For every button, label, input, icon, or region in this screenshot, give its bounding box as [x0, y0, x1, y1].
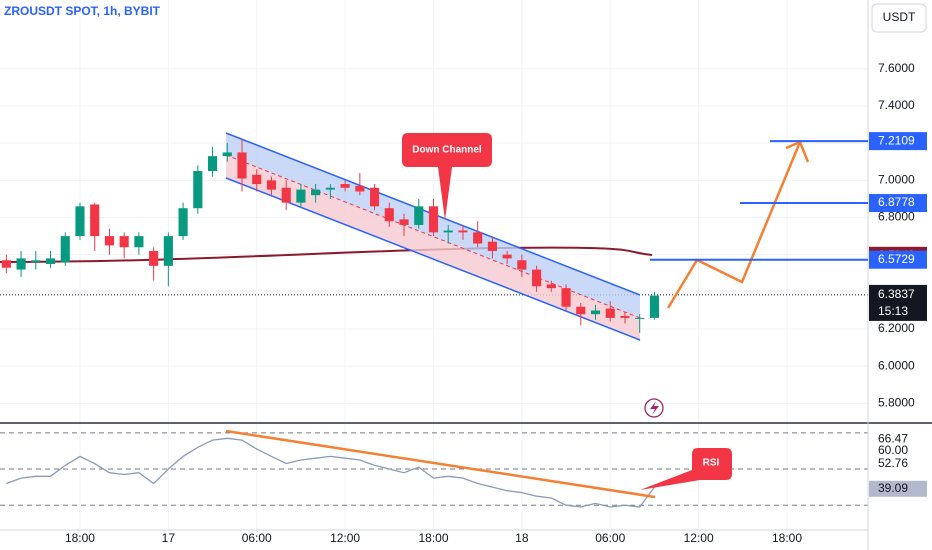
rsi-line: [6, 437, 655, 508]
rsi-label: 52.76: [878, 456, 908, 470]
candle-body: [590, 310, 601, 315]
candle-body: [605, 308, 615, 318]
annotation: Down Channel: [412, 145, 482, 156]
candle-body: [31, 260, 41, 263]
y-tick-label: 7.6000: [878, 61, 915, 75]
candle-body: [635, 317, 645, 319]
candle-body: [178, 208, 188, 237]
candle-body: [414, 206, 424, 225]
candle-body: [281, 187, 291, 203]
candle-body: [119, 236, 129, 248]
candle-body: [649, 295, 659, 318]
level-tag: [869, 132, 927, 151]
candles: [1, 139, 659, 508]
candle-body: [517, 260, 527, 270]
projection: [666, 141, 802, 309]
candle-body: [311, 189, 321, 196]
rsi-tag: [869, 456, 927, 473]
candle-body: [193, 171, 203, 209]
candle-body: [576, 306, 586, 315]
candle-body: [16, 258, 26, 270]
candle-body: [355, 185, 365, 192]
callout-rsi: [640, 448, 732, 490]
candle-body: [75, 206, 85, 237]
candle-body: [134, 236, 144, 248]
y-tick-label: 7.4000: [878, 98, 915, 112]
x-tick-label: 06:00: [595, 531, 625, 545]
rsi-tag: [869, 480, 927, 497]
candle-body: [458, 230, 468, 233]
rsi-label: 39.09: [878, 481, 908, 495]
rsi-trendline: [225, 429, 656, 499]
x-tick-label: 18: [515, 531, 529, 545]
candle-body: [399, 219, 409, 225]
annotation: RSI: [703, 458, 720, 469]
x-tick-label: 12:00: [684, 531, 714, 545]
level-label: 6.8778: [878, 195, 915, 209]
level-tag: [869, 194, 927, 213]
last-price-label: 6.3837: [878, 287, 915, 301]
currency-button[interactable]: [871, 3, 927, 33]
countdown: 15:13: [878, 304, 908, 318]
candle-body: [487, 241, 497, 251]
level-tag: [869, 250, 927, 269]
candle-body: [45, 258, 56, 264]
candle-body: [620, 316, 630, 318]
channel-bottom: [225, 177, 641, 341]
candle-body: [340, 184, 350, 188]
candle-body: [149, 250, 159, 266]
y-tick-label: 6.0000: [878, 358, 915, 372]
candle-body: [90, 204, 100, 237]
candle-body: [532, 269, 542, 287]
candle-body: [163, 236, 173, 266]
last-price-tag: [869, 284, 927, 321]
candle-body: [207, 156, 218, 172]
candle-body: [502, 254, 512, 259]
candle-body: [546, 284, 556, 289]
y-tick-label: 5.8000: [878, 396, 915, 410]
candle-body: [473, 232, 483, 244]
x-tick-label: 12:00: [330, 531, 360, 545]
event-icon-bolt: [650, 401, 659, 415]
chart-title: ZROUSDT SPOT, 1h, BYBIT: [4, 4, 161, 18]
y-tick-label: 6.2000: [878, 321, 915, 335]
candle-body: [237, 152, 247, 179]
candle-body: [252, 174, 262, 185]
rsi-label: 60.00: [878, 443, 908, 457]
channel-lower-fill: [226, 155, 640, 340]
overlay: 5.80006.00006.20006.40006.60006.80007.00…: [65, 61, 927, 545]
candle-body: [1, 260, 11, 268]
x-tick-label: 18:00: [418, 531, 448, 545]
candle-body: [443, 230, 453, 233]
candle-body: [104, 236, 115, 246]
y-tick-label: 6.8000: [878, 210, 915, 224]
rsi-label: 66.47: [878, 431, 908, 445]
candle-body: [325, 187, 335, 190]
callout-down-channel: [402, 133, 492, 220]
y-tick-label: 7.0000: [878, 172, 915, 186]
candle-body: [296, 189, 306, 203]
candle-body: [561, 288, 571, 307]
candle-body: [222, 152, 232, 157]
candle-body: [266, 180, 277, 190]
level-label: 6.5729: [878, 252, 915, 266]
x-tick-label: 17: [162, 531, 176, 545]
currency[interactable]: USDT: [883, 10, 916, 24]
candle-body: [370, 187, 380, 207]
candle-body: [428, 206, 439, 233]
rsi-tag: [869, 442, 927, 459]
x-tick-label: 06:00: [242, 531, 272, 545]
x-tick-label: 18:00: [772, 531, 802, 545]
candle-body: [384, 208, 394, 222]
x-tick-label: 18:00: [65, 531, 95, 545]
level-label: 7.2109: [878, 133, 915, 147]
candle-body: [60, 236, 70, 263]
